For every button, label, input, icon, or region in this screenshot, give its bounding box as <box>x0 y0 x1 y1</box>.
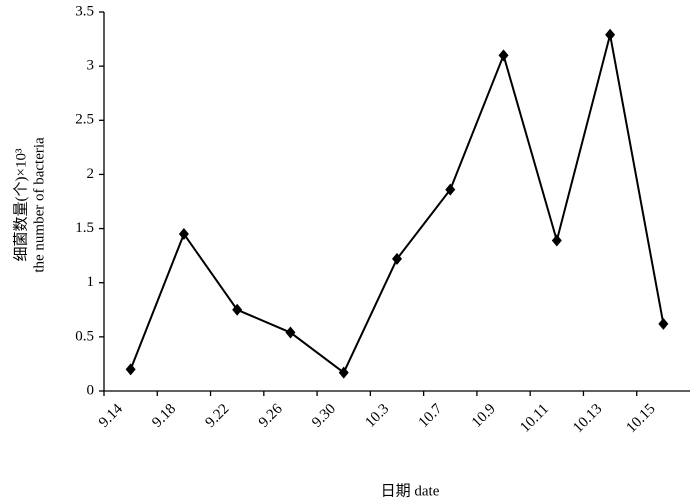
marker <box>125 363 136 376</box>
x-tick-label: 10.11 <box>517 401 552 436</box>
y-axis-label: 细菌数量(个)×10³ the number of bacteria <box>12 137 47 273</box>
y-tick-label: 0 <box>87 382 95 398</box>
y-tick-label: 2.5 <box>75 112 94 128</box>
x-tick-label: 10.7 <box>416 401 446 431</box>
y-tick-label: 3 <box>87 58 95 74</box>
y-tick-label: 1.5 <box>75 220 94 236</box>
y-tick-label: 1 <box>87 274 95 290</box>
y-axis-label-line: the number of bacteria <box>31 137 47 273</box>
y-axis-label-line: 细菌数量(个)×10³ <box>12 148 29 261</box>
x-tick-label: 9.18 <box>149 401 179 431</box>
marker <box>338 366 349 379</box>
marker <box>178 227 189 240</box>
x-tick-label: 9.22 <box>203 401 233 431</box>
x-tick-label: 10.13 <box>570 401 605 436</box>
x-tick-label: 10.9 <box>469 401 499 431</box>
marker <box>658 317 669 330</box>
marker <box>285 326 296 339</box>
marker <box>498 49 509 62</box>
marker <box>232 303 243 316</box>
marker <box>605 28 616 41</box>
marker <box>392 252 402 265</box>
x-tick-label: 9.30 <box>309 401 339 431</box>
x-axis-label: 日期 date <box>381 482 440 499</box>
x-tick-label: 10.3 <box>362 401 392 431</box>
marker <box>445 183 456 196</box>
x-tick-label: 9.26 <box>256 401 286 431</box>
line <box>129 34 665 375</box>
x-tick-label: 10.15 <box>623 401 658 436</box>
y-tick-label: 0.5 <box>75 328 94 344</box>
y-tick-label: 3.5 <box>75 3 94 19</box>
x-tick-label: 9.14 <box>96 401 126 431</box>
marker <box>551 234 562 247</box>
y-tick-label: 2 <box>87 166 95 182</box>
